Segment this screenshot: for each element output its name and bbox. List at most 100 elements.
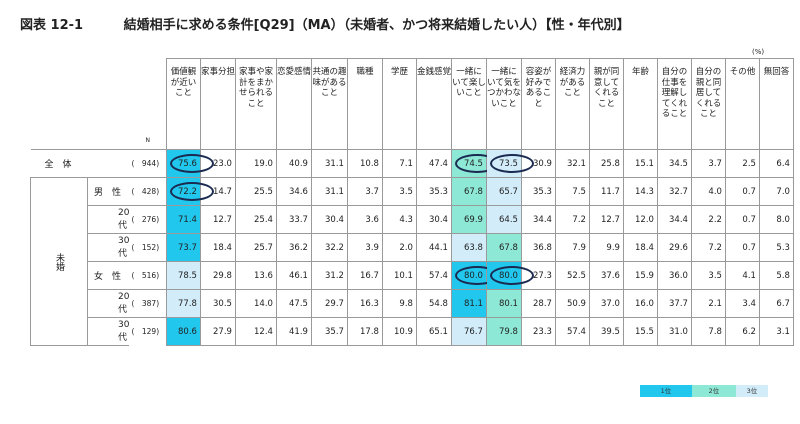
data-cell: 31.1: [310, 177, 348, 206]
cell-value: 34.6: [289, 186, 308, 197]
data-cell: 78.5: [165, 261, 201, 290]
data-cell: 72.2: [165, 177, 214, 206]
data-cell: 9.9: [588, 233, 624, 262]
cell-value: 6.4: [776, 158, 790, 169]
cell-value: 29.8: [213, 270, 232, 281]
data-cell: 16.0: [622, 289, 658, 318]
cell-value: 7.2: [708, 242, 722, 253]
cell-value: 37.6: [601, 270, 620, 281]
cell-value: 0.7: [742, 186, 756, 197]
cell-value: 57.4: [429, 270, 448, 281]
cell-value: 16.7: [360, 270, 379, 281]
data-cell: 28.7: [520, 289, 556, 318]
cell-value: 71.4: [178, 214, 197, 225]
cell-value: 12.0: [635, 214, 654, 225]
data-cell: 18.4: [622, 233, 658, 262]
cell-value: 15.9: [635, 270, 654, 281]
cell-value: 52.5: [567, 270, 586, 281]
data-cell: 57.4: [554, 317, 590, 346]
cell-value: 9.9: [606, 242, 620, 253]
highlight-oval: [169, 154, 214, 173]
cell-value: 2.0: [399, 242, 413, 253]
data-cell: 29.7: [310, 289, 348, 318]
cell-value: 34.4: [533, 214, 552, 225]
cell-value: 2.1: [708, 298, 722, 309]
cell-value: 9.8: [399, 298, 413, 309]
data-cell: 37.0: [588, 289, 624, 318]
row-label: 男 性: [87, 177, 130, 206]
cell-value: 34.4: [669, 214, 688, 225]
cell-value: 5.8: [776, 270, 790, 281]
side-label-unmarried: 未婚: [30, 177, 88, 346]
data-cell: 73.7: [165, 233, 201, 262]
data-cell: 80.0: [450, 261, 499, 290]
data-cell: 16.7: [346, 261, 383, 290]
data-cell: 7.8: [690, 317, 726, 346]
data-cell: 15.5: [622, 317, 658, 346]
data-cell: 6.7: [758, 289, 794, 318]
data-cell: 74.5: [450, 149, 499, 178]
cell-value: 6.2: [742, 326, 756, 337]
cell-value: 23.3: [533, 326, 552, 337]
cell-value: 10.1: [394, 270, 413, 281]
cell-value: 81.1: [464, 298, 483, 309]
table-row: 30代( 152) 73.7 18.4 25.7 36.2 32.2 3.9 2.0 44.1 6…: [31, 233, 794, 262]
cell-value: 32.7: [669, 186, 688, 197]
cell-value: 19.0: [254, 158, 273, 169]
cell-value: 4.0: [708, 186, 722, 197]
cell-value: 15.1: [635, 158, 654, 169]
cell-value: 15.5: [635, 326, 654, 337]
data-cell: 32.7: [656, 177, 692, 206]
cell-value: 12.7: [601, 214, 620, 225]
data-cell: 44.1: [415, 233, 452, 262]
cell-value: 32.1: [567, 158, 586, 169]
data-cell: 80.1: [485, 289, 522, 318]
data-cell: 3.5: [690, 261, 726, 290]
cell-value: 10.9: [394, 326, 413, 337]
data-cell: 12.7: [588, 205, 624, 234]
cell-value: 3.7: [365, 186, 379, 197]
column-header: 職種: [346, 58, 383, 150]
unit-label: (%): [752, 48, 765, 56]
data-cell: 67.8: [450, 177, 487, 206]
cell-value: 14.7: [213, 186, 232, 197]
data-cell: 35.3: [520, 177, 556, 206]
data-cell: 35.7: [310, 317, 348, 346]
data-cell: 30.4: [310, 205, 348, 234]
data-cell: 4.0: [690, 177, 726, 206]
data-cell: 4.3: [381, 205, 417, 234]
data-cell: 7.2: [690, 233, 726, 262]
cell-value: 64.5: [499, 214, 518, 225]
cell-value: 7.0: [776, 186, 790, 197]
data-cell: 71.4: [165, 205, 201, 234]
cell-value: 3.5: [708, 270, 722, 281]
cell-value: 50.9: [567, 298, 586, 309]
cell-value: 29.7: [325, 298, 344, 309]
data-cell: 12.4: [234, 317, 277, 346]
cell-value: 2.2: [708, 214, 722, 225]
cell-value: 47.5: [289, 298, 308, 309]
data-cell: 47.4: [415, 149, 452, 178]
cell-value: 34.5: [669, 158, 688, 169]
data-cell: 3.7: [346, 177, 383, 206]
cell-value: 31.2: [325, 270, 344, 281]
cell-value: 54.8: [429, 298, 448, 309]
cell-value: 7.9: [572, 242, 586, 253]
legend-rank-3: 3位: [736, 385, 768, 397]
data-cell: 35.3: [415, 177, 452, 206]
data-cell: 34.4: [520, 205, 556, 234]
row-label: 女 性: [87, 261, 130, 290]
cell-value: 69.9: [464, 214, 483, 225]
cell-value: 80.1: [499, 298, 518, 309]
data-cell: 0.7: [724, 177, 760, 206]
data-cell: 30.5: [199, 289, 236, 318]
cell-value: 16.3: [360, 298, 379, 309]
data-cell: 36.0: [656, 261, 692, 290]
cell-value: 16.0: [635, 298, 654, 309]
data-cell: 7.0: [758, 177, 794, 206]
data-cell: 0.7: [724, 205, 760, 234]
data-cell: 6.4: [758, 149, 794, 178]
data-cell: 3.4: [724, 289, 760, 318]
data-cell: 10.1: [381, 261, 417, 290]
data-cell: 7.2: [554, 205, 590, 234]
